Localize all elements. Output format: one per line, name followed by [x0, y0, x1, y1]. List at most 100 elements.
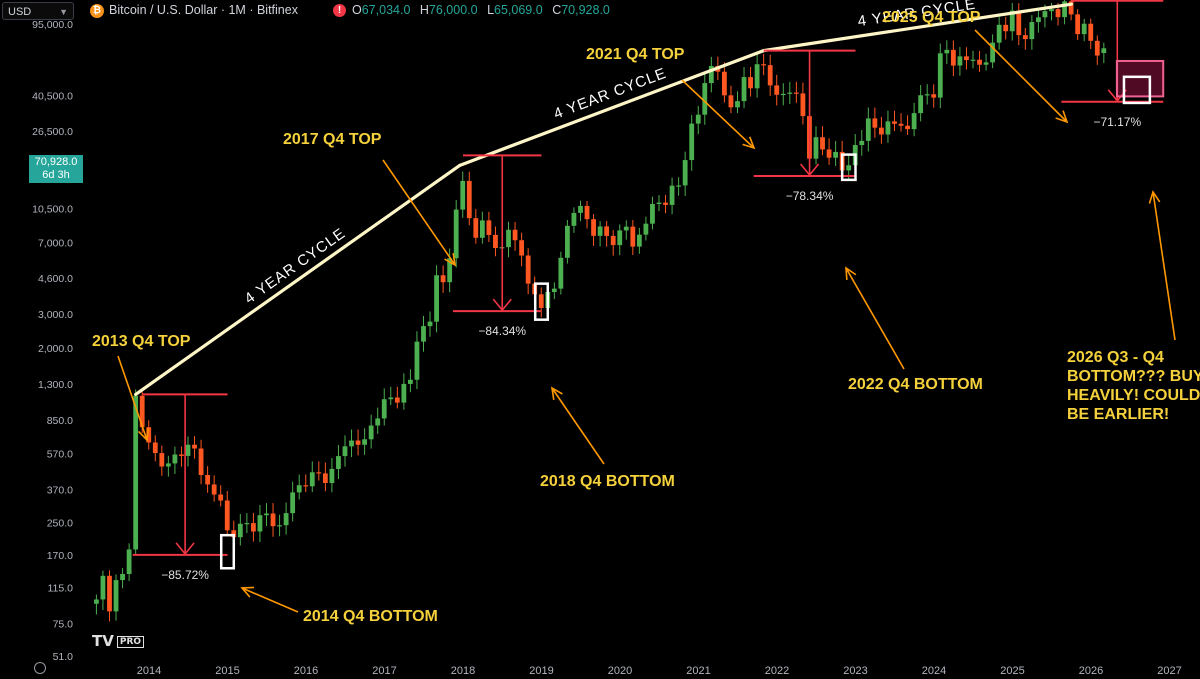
candle-body — [126, 549, 132, 574]
candle-body — [512, 229, 518, 241]
candle-body — [931, 94, 937, 98]
x-tick-label: 2014 — [137, 665, 161, 677]
candle-body — [754, 64, 760, 89]
candle-body — [342, 446, 348, 457]
candle-body — [440, 275, 446, 283]
alert-icon[interactable]: ! — [333, 4, 346, 17]
drawdown-percent: −85.72% — [161, 568, 209, 582]
y-tick-label: 850.0 — [47, 415, 73, 427]
annotation-arrowhead — [1148, 190, 1161, 204]
candle-body — [892, 121, 897, 124]
candle-body — [695, 114, 701, 124]
open-key: O — [352, 3, 362, 17]
candle-body — [924, 94, 930, 96]
candle-body — [120, 573, 125, 581]
candle-body — [617, 230, 623, 246]
y-tick-label: 370.0 — [47, 485, 73, 497]
candle-body — [656, 202, 662, 204]
candle-body — [237, 523, 243, 538]
symbol-title[interactable]: Bitcoin / U.S. Dollar · 1M · Bitfinex — [109, 3, 298, 17]
annotation-label: 2026 Q3 - Q4 — [1067, 349, 1164, 366]
candle-body — [728, 95, 734, 108]
annotation-arrow — [551, 387, 605, 465]
candle-body — [865, 118, 871, 141]
annotation-label: 2021 Q4 TOP — [586, 46, 685, 63]
open-value: 67,034.0 — [361, 3, 411, 17]
candle-body — [689, 123, 695, 161]
candle-body — [1016, 10, 1022, 36]
candle-body — [944, 49, 950, 54]
candle-body — [983, 62, 989, 65]
candle-body — [787, 92, 793, 94]
candle-body — [159, 453, 165, 467]
candle-body — [846, 165, 852, 171]
candle-body — [591, 219, 596, 236]
candle-body — [257, 515, 263, 532]
annotation-arrow — [382, 159, 456, 266]
annotation-arrow — [241, 587, 299, 613]
high-key: H — [419, 3, 429, 17]
gear-icon[interactable] — [34, 662, 46, 674]
y-tick-label: 7,000.0 — [38, 238, 73, 250]
chevron-down-icon: ▼ — [59, 7, 68, 17]
candle-body — [381, 399, 387, 419]
x-tick-label: 2027 — [1157, 665, 1181, 677]
candle-body — [525, 255, 531, 284]
candle-body — [251, 523, 256, 532]
candle-body — [1049, 9, 1054, 12]
candle-body — [179, 454, 184, 456]
candle-body — [1003, 24, 1009, 32]
candle-body — [368, 425, 374, 440]
candle-body — [1088, 23, 1094, 41]
candle-body — [604, 226, 610, 236]
candle-body — [388, 397, 394, 400]
candle-body — [473, 218, 479, 238]
cycle-line — [458, 49, 766, 167]
annotation-label: 2022 Q4 BOTTOM — [848, 376, 983, 393]
candle-body — [421, 326, 426, 342]
candle-body — [362, 439, 368, 445]
candle-body — [296, 485, 302, 493]
candle-body — [970, 59, 976, 61]
candle-body — [826, 149, 832, 158]
candle-body — [800, 93, 806, 117]
candle-body — [937, 53, 943, 98]
y-tick-label: 1,300.0 — [38, 379, 73, 391]
candle-body — [623, 226, 629, 231]
candle-body — [643, 223, 649, 235]
candle-body — [1042, 11, 1048, 18]
candle-body — [506, 229, 511, 248]
annotation-label: 2025 Q4 TOP — [882, 9, 981, 26]
y-tick-label: 2,000.0 — [38, 343, 73, 355]
candle-body — [493, 234, 498, 249]
candle-body — [277, 525, 282, 527]
candle-body — [329, 468, 335, 483]
candle-body — [584, 205, 590, 220]
annotation-arrowhead — [845, 266, 857, 281]
y-tick-label: 4,600.0 — [38, 273, 73, 285]
annotation-arrow — [845, 267, 905, 370]
currency-selector[interactable]: USD ▼ — [2, 2, 74, 20]
candle-body — [872, 118, 878, 128]
candle-body — [309, 472, 315, 487]
candle-body — [375, 418, 381, 426]
currency-label: USD — [8, 6, 32, 18]
candle-body — [636, 234, 642, 247]
candle-body — [898, 123, 904, 126]
annotation-label: BE EARLIER! — [1067, 406, 1169, 423]
candle-body — [244, 523, 250, 525]
candle-body — [833, 151, 839, 158]
candle-body — [283, 513, 289, 526]
candle-body — [911, 113, 917, 130]
candle-body — [551, 288, 557, 292]
tv-logo-text: TV — [92, 632, 114, 650]
candle-body — [676, 185, 682, 187]
bar-countdown: 6d 3h — [42, 169, 70, 181]
candle-body — [205, 475, 211, 485]
annotation-label: HEAVILY! COULD — [1067, 387, 1200, 404]
annotation-arrowhead — [550, 386, 563, 400]
candle-body — [957, 56, 963, 66]
candle-body — [1029, 22, 1035, 40]
candle-body — [682, 160, 688, 186]
